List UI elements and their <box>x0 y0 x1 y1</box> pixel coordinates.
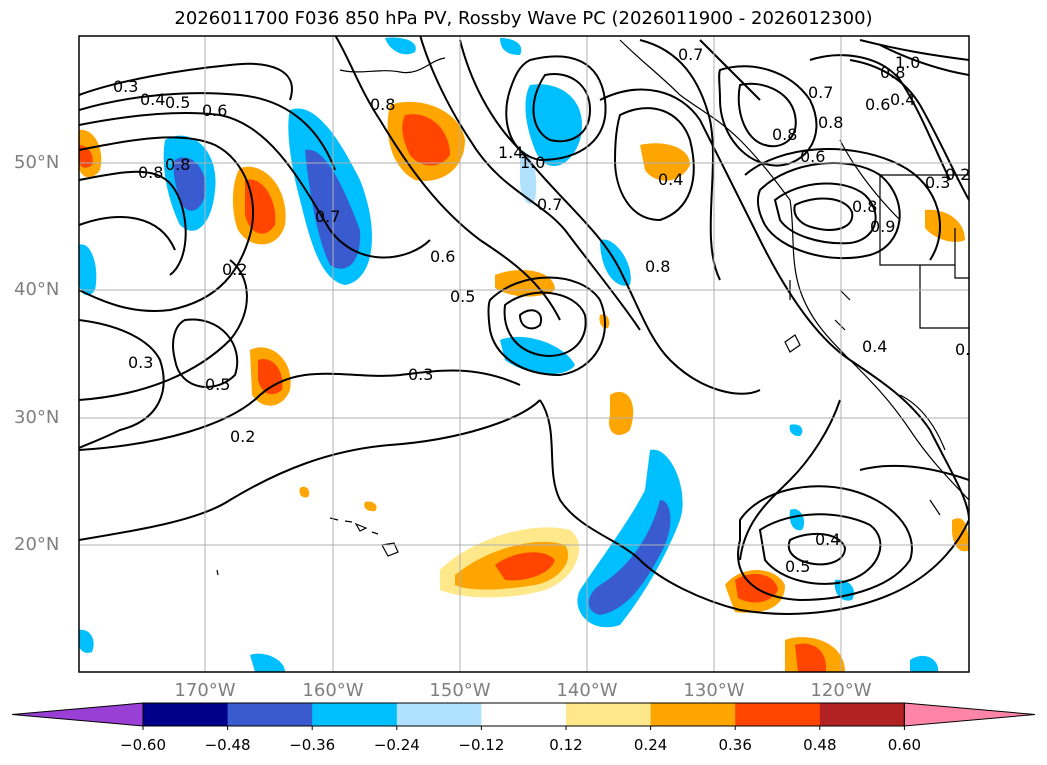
contour-label: 0.6 <box>430 247 455 266</box>
colorbar-tick-label: 0.48 <box>803 736 837 754</box>
contour-label: 0.2 <box>230 427 255 446</box>
colorbar-tick-label: 0.36 <box>718 736 752 754</box>
contour-labels: 0.30.4 0.5 0.60.8 0.80.70.20.30.50.20.60.50… <box>113 45 980 576</box>
contour-label: 0.5 <box>785 557 810 576</box>
colorbar-extend-min <box>11 702 144 727</box>
contour-label: 0.3 <box>113 77 138 96</box>
colorbar-box <box>650 703 736 726</box>
contour-label: 0.8 <box>818 113 843 132</box>
lon-label: 140°W <box>556 680 618 701</box>
map-title: 2026011700 F036 850 hPa PV, Rossby Wave … <box>174 8 873 29</box>
colorbar-tick-label: −0.60 <box>120 736 166 754</box>
contour-label: 0.4 <box>955 340 980 359</box>
contour-label: 0.3 <box>408 365 433 384</box>
colorbar-box <box>735 703 821 726</box>
contour-label: 1.0 <box>895 53 920 72</box>
lat-label: 40°N <box>14 279 60 300</box>
lon-label: 170°W <box>174 680 236 701</box>
map-frame <box>78 35 970 673</box>
contour-label: 0.6 <box>202 101 227 120</box>
colorbar-tick-label: −0.36 <box>289 736 336 754</box>
contour-label: 0.8 <box>852 197 877 216</box>
lat-label: 30°N <box>14 407 60 428</box>
contour-label: 0.8 <box>772 125 797 144</box>
lat-label: 50°N <box>14 152 60 173</box>
contour-label: 0.7 <box>315 207 340 226</box>
colorbar-tick-label: 0.24 <box>633 736 668 754</box>
hawaii-islands <box>216 517 399 576</box>
contour-label: 0.8 <box>165 155 190 174</box>
colorbar-tick-label: −0.24 <box>373 736 420 754</box>
contour-label: 0.2 <box>945 165 970 184</box>
contour-label: 0.2 <box>222 260 247 279</box>
contour-label: 0.5 <box>205 375 230 394</box>
colorbar-frame <box>142 702 905 727</box>
colorbar-box <box>819 703 905 726</box>
colorbar-extend-max <box>903 702 1036 727</box>
contour-label: 0.4 <box>862 337 887 356</box>
colorbar-tick-label: −0.48 <box>204 736 251 754</box>
colorbar-tick-label: 0.12 <box>549 736 583 754</box>
lon-label: 150°W <box>429 680 491 701</box>
contour-label: 0.8 <box>880 63 905 82</box>
contour-label: 0.5 <box>450 287 475 306</box>
contour-label: 0.7 <box>678 45 703 64</box>
contour-label: 0.4 <box>140 90 165 109</box>
contour-label: 0.9 <box>870 217 895 236</box>
colorbar-box <box>312 703 398 726</box>
map-area: 0.30.4 0.5 0.60.8 0.80.70.20.30.50.20.60.50… <box>79 36 980 672</box>
contour-label: 0.4 <box>890 90 915 109</box>
lon-label: 130°W <box>683 680 745 701</box>
contour-label: 0.6 <box>800 147 825 166</box>
contour-label: 0.8 <box>370 95 395 114</box>
colorbar-tick-label: −0.12 <box>458 736 505 754</box>
lon-label: 160°W <box>302 680 364 701</box>
contour-label: 0.8 <box>645 257 670 276</box>
pv-contours <box>79 36 969 615</box>
contour-label: 0.4 <box>815 530 840 549</box>
contour-label: 0.8 <box>138 163 163 182</box>
contour-label: 1.0 <box>520 153 545 172</box>
contour-label: 0.6 <box>865 95 890 114</box>
contour-label: 0.7 <box>537 195 562 214</box>
contour-label: 1.4 <box>498 143 523 162</box>
contour-label: 0.3 <box>128 353 153 372</box>
colorbar-box <box>143 703 229 726</box>
colorbar-tick-label: 0.60 <box>887 736 922 754</box>
contour-label: 0.5 <box>165 93 190 112</box>
lon-label: 120°W <box>810 680 872 701</box>
coastlines <box>339 39 969 516</box>
colorbar <box>11 702 1036 730</box>
colorbar-box <box>481 703 567 726</box>
lat-label: 20°N <box>14 534 60 555</box>
contour-label: 0.3 <box>925 173 950 192</box>
colorbar-box <box>566 703 652 726</box>
colorbar-box <box>396 703 482 726</box>
colorbar-box <box>227 703 313 726</box>
contour-label: 0.4 <box>658 170 683 189</box>
graticule <box>79 36 969 672</box>
contour-label: 0.7 <box>808 83 833 102</box>
